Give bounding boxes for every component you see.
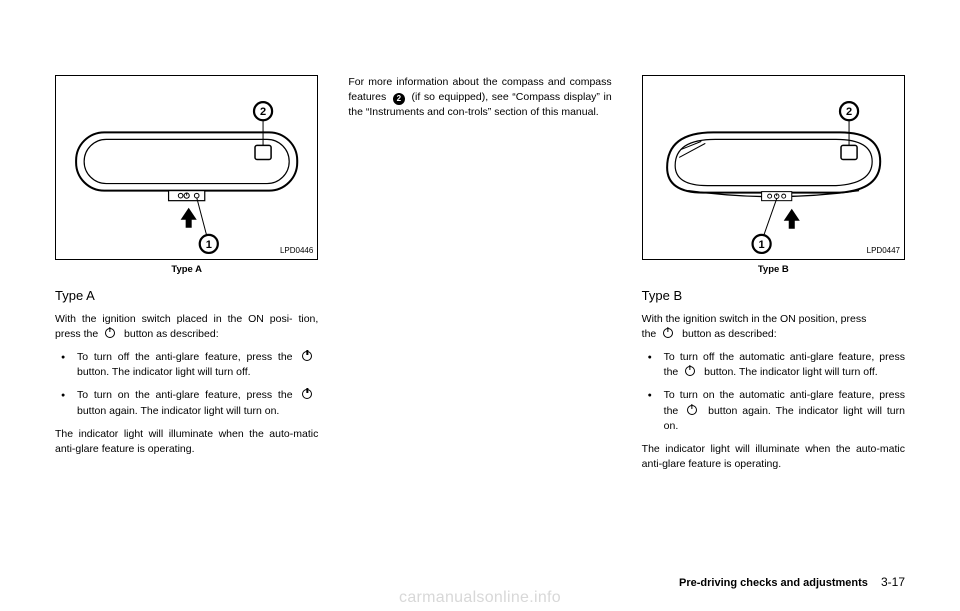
figure-type-b: 2 1 LPD0447 — [642, 75, 905, 260]
li-a2-text1: To turn on the anti-glare feature, press… — [77, 389, 293, 401]
list-item-a1: To turn off the anti-glare feature, pres… — [67, 350, 318, 380]
li-c1-text2: button. The indicator light will turn of… — [704, 366, 878, 378]
power-icon — [663, 328, 673, 338]
intro-text-c3: button as described: — [682, 328, 777, 340]
intro-c: With the ignition switch in the ON posit… — [642, 312, 905, 342]
para-b: For more information about the compass a… — [348, 75, 611, 121]
intro-text-c2: the — [642, 328, 657, 340]
list-item-a2: To turn on the anti-glare feature, press… — [67, 388, 318, 418]
mirror-b-svg: 2 1 — [643, 76, 904, 259]
footer-page: 3-17 — [881, 575, 905, 589]
caption-b: Type B — [642, 263, 905, 277]
caption-a: Type A — [55, 263, 318, 277]
heading-type-b: Type B — [642, 287, 905, 306]
svg-text:2: 2 — [260, 106, 266, 118]
para-b-text2: (if so equipped), see “Compass display” … — [348, 91, 611, 118]
figure-code-b: LPD0447 — [867, 245, 900, 257]
intro-text-c1: With the ignition switch in the ON posit… — [642, 313, 867, 325]
power-icon — [302, 389, 312, 399]
mirror-a-svg: 2 1 — [56, 76, 317, 259]
list-item-c2: To turn on the automatic anti-glare feat… — [654, 388, 905, 434]
watermark: carmanualsonline.info — [399, 589, 561, 607]
closing-a: The indicator light will illuminate when… — [55, 427, 318, 457]
power-icon — [302, 351, 312, 361]
power-icon — [685, 366, 695, 376]
svg-text:1: 1 — [206, 239, 212, 251]
column-right: 2 1 LPD0447 Type B Type B With the ignit… — [642, 75, 905, 555]
svg-text:1: 1 — [758, 239, 764, 251]
figure-code-a: LPD0446 — [280, 245, 313, 257]
footer-section: Pre-driving checks and adjustments — [679, 577, 868, 589]
heading-type-a: Type A — [55, 287, 318, 306]
svg-text:2: 2 — [846, 106, 852, 118]
closing-c: The indicator light will illuminate when… — [642, 442, 905, 472]
page-footer: Pre-driving checks and adjustments 3-17 — [679, 575, 905, 589]
intro-a: With the ignition switch placed in the O… — [55, 312, 318, 342]
list-a: To turn off the anti-glare feature, pres… — [55, 350, 318, 419]
li-c2-text2: button again. The indicator light will t… — [664, 405, 905, 432]
callout-2-inline: 2 — [393, 93, 405, 105]
column-middle: For more information about the compass a… — [348, 75, 611, 555]
li-a2-text2: button again. The indicator light will t… — [77, 405, 279, 417]
column-left: 2 1 LPD0446 Type A Type A With the ignit… — [55, 75, 318, 555]
li-a1-text2: button. The indicator light will turn of… — [77, 366, 251, 378]
power-icon — [105, 328, 115, 338]
figure-type-a: 2 1 LPD0446 — [55, 75, 318, 260]
li-a1-text1: To turn off the anti-glare feature, pres… — [77, 351, 293, 363]
list-c: To turn off the automatic anti-glare fea… — [642, 350, 905, 434]
list-item-c1: To turn off the automatic anti-glare fea… — [654, 350, 905, 380]
intro-text-a1: With the ignition switch placed in the O… — [55, 313, 293, 325]
power-icon — [687, 405, 697, 415]
intro-text-a3: button as described: — [124, 328, 219, 340]
